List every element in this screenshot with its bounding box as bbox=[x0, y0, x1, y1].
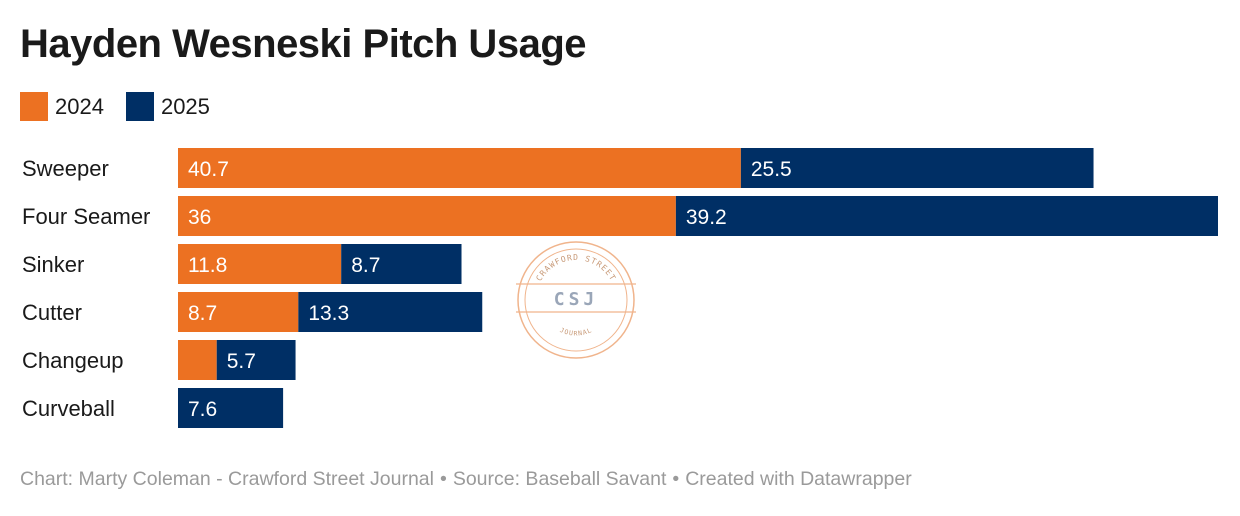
category-label: Sinker bbox=[22, 252, 84, 277]
bar-2024 bbox=[178, 340, 217, 380]
bar-value-label: 13.3 bbox=[308, 302, 349, 325]
footer-credit: Chart: Marty Coleman - Crawford Street J… bbox=[20, 468, 434, 490]
legend: 2024 2025 bbox=[20, 92, 210, 121]
bar-2025 bbox=[740, 148, 1094, 188]
chart-footer: Chart: Marty Coleman - Crawford Street J… bbox=[20, 468, 912, 491]
footer-separator: • bbox=[439, 468, 447, 490]
bar-2024 bbox=[178, 196, 676, 236]
bar-value-label: 25.5 bbox=[751, 158, 792, 181]
bar-2025 bbox=[341, 244, 462, 284]
footer-tool: Created with Datawrapper bbox=[685, 468, 912, 490]
bar-value-label: 11.8 bbox=[188, 254, 227, 277]
bar-value-label: 7.6 bbox=[188, 398, 217, 421]
bar-value-label: 39.2 bbox=[686, 206, 727, 229]
footer-separator: • bbox=[672, 468, 680, 490]
category-label: Four Seamer bbox=[22, 204, 150, 229]
stacked-bar-chart: Sweeper 40.7 25.5 Four Seamer 36 39.2 Sinker 11… bbox=[22, 148, 1218, 428]
legend-item-2024: 2024 bbox=[20, 92, 104, 121]
bar-value-label: 40.7 bbox=[188, 158, 229, 181]
legend-label-2025: 2025 bbox=[160, 93, 210, 119]
category-label: Curveball bbox=[22, 396, 115, 421]
legend-item-2025: 2025 bbox=[125, 92, 210, 121]
bar-2024 bbox=[178, 148, 741, 188]
chart-title: Hayden Wesneski Pitch Usage bbox=[20, 22, 587, 66]
bar-value-label: 8.7 bbox=[351, 254, 380, 277]
bar-2025 bbox=[178, 388, 284, 428]
bar-value-label: 36 bbox=[188, 206, 211, 229]
footer-source: Source: Baseball Savant bbox=[452, 468, 667, 490]
bar-2025 bbox=[298, 292, 483, 332]
svg-text:CSJ: CSJ bbox=[554, 289, 599, 310]
category-label: Changeup bbox=[22, 348, 124, 373]
category-label: Sweeper bbox=[22, 156, 109, 181]
bar-2024 bbox=[178, 292, 299, 332]
bar-value-label: 5.7 bbox=[227, 350, 256, 373]
bar-2025 bbox=[675, 196, 1218, 236]
svg-text:CRAWFORD STREET: CRAWFORD STREET bbox=[534, 253, 617, 283]
legend-swatch-2024 bbox=[20, 92, 48, 121]
bar-2025 bbox=[216, 340, 296, 380]
legend-label-2024: 2024 bbox=[55, 93, 104, 119]
category-label: Cutter bbox=[22, 300, 82, 325]
bar-2024 bbox=[178, 244, 342, 284]
csj-watermark-logo: CRAWFORD STREET CSJ JOURNAL bbox=[516, 241, 636, 359]
legend-swatch-2025 bbox=[125, 92, 154, 121]
svg-text:JOURNAL: JOURNAL bbox=[559, 326, 594, 337]
bar-value-label: 8.7 bbox=[188, 302, 217, 325]
